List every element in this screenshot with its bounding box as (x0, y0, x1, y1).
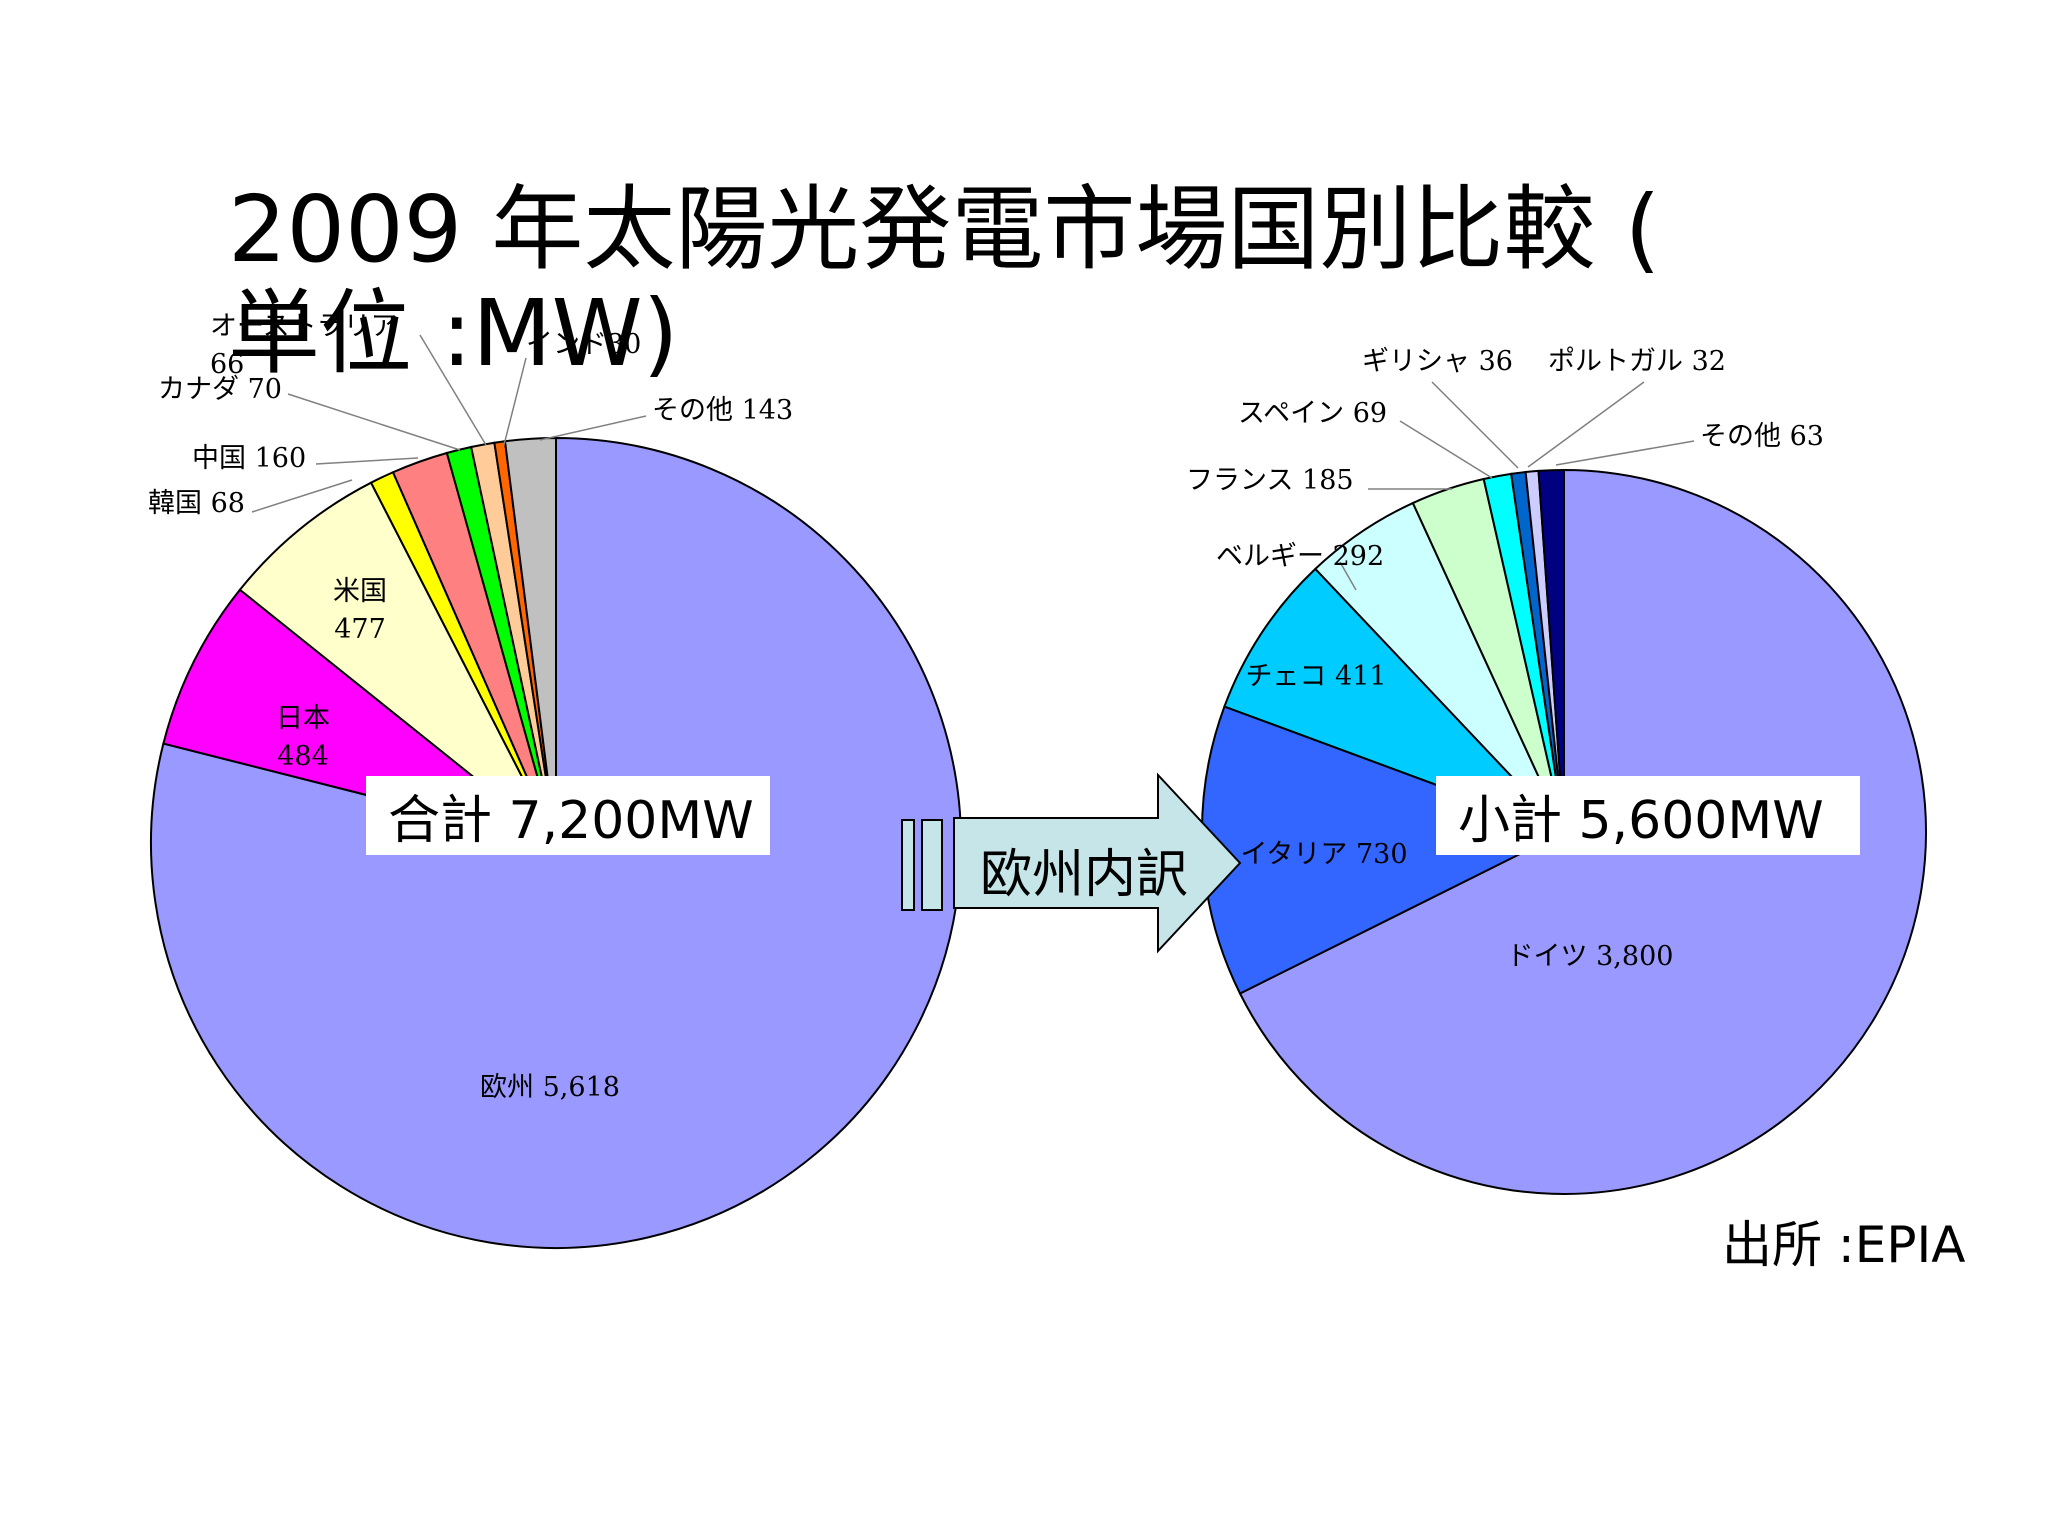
pie-europe-label-6: ギリシャ 36 (1362, 346, 1513, 377)
pie-europe-leader-8 (1555, 440, 1695, 466)
pie-world-label-5: カナダ 70 (158, 374, 282, 405)
pie-world-leader-8 (539, 415, 647, 441)
pie-world-label-4: 中国 160 (192, 443, 306, 474)
arrow-shape (953, 772, 1242, 954)
pie-world-leader-5 (287, 393, 461, 451)
arrow-bar-1 (901, 819, 915, 911)
pie-europe-label-1: イタリア 730 (1240, 839, 1407, 870)
pie-europe-label-7: ポルトガル 32 (1548, 346, 1726, 377)
pie-world-label-8: その他 143 (652, 395, 793, 426)
pie-world-label-3: 韓国 68 (148, 488, 245, 519)
pie-europe-label-0: ドイツ 3,800 (1507, 941, 1674, 972)
pie-world-slice-2 (238, 481, 557, 844)
breakdown-arrow (901, 772, 1242, 954)
source-label: 出所 :EPIA (1722, 1216, 1966, 1274)
pie-world-label-2: 米国 477 (333, 576, 387, 645)
pie-world-label-6: オーストラリア 66 (210, 311, 398, 380)
pie-europe-label-5: スペイン 69 (1238, 398, 1387, 429)
pie-europe-slice-8 (1537, 468, 1565, 833)
pie-world-label-7: インド30 (526, 329, 641, 360)
pie-world-leader-4 (315, 457, 419, 465)
pie-world-leader-3 (251, 479, 353, 513)
pie-europe-leader-7 (1527, 381, 1645, 468)
page-title: 2009 年太陽光発電市場国別比較 ( 単位 :MW) (228, 176, 1661, 387)
pie-europe-label-3: ベルギー 292 (1216, 541, 1384, 572)
pie-europe-label-4: フランス 185 (1186, 465, 1354, 496)
pie-world-label-0: 欧州 5,618 (480, 1072, 620, 1103)
pie-europe-slice-2 (1223, 567, 1565, 833)
subtotal-label: 小計 5,600MW (1436, 776, 1860, 855)
pie-world-leader-6 (419, 334, 487, 446)
pie-chart-europe: ドイツ 3,800 イタリア 730 チェコ 411 ベルギー 292 フランス 185… (1186, 346, 1927, 1195)
pie-world-label-1: 日本 484 (276, 703, 330, 772)
pie-europe-label-2: チェコ 411 (1245, 661, 1386, 692)
arrow-label: 欧州内訳 (980, 845, 1189, 905)
pie-europe-leader-6 (1431, 381, 1519, 469)
pie-europe-leader-5 (1399, 420, 1493, 479)
arrow-bar-2 (921, 819, 943, 911)
pie-europe-label-8: その他 63 (1700, 421, 1824, 452)
pie-world-leader-7 (503, 357, 527, 446)
total-label: 合計 7,200MW (366, 776, 770, 855)
pie-europe-leader-3 (1339, 561, 1357, 591)
